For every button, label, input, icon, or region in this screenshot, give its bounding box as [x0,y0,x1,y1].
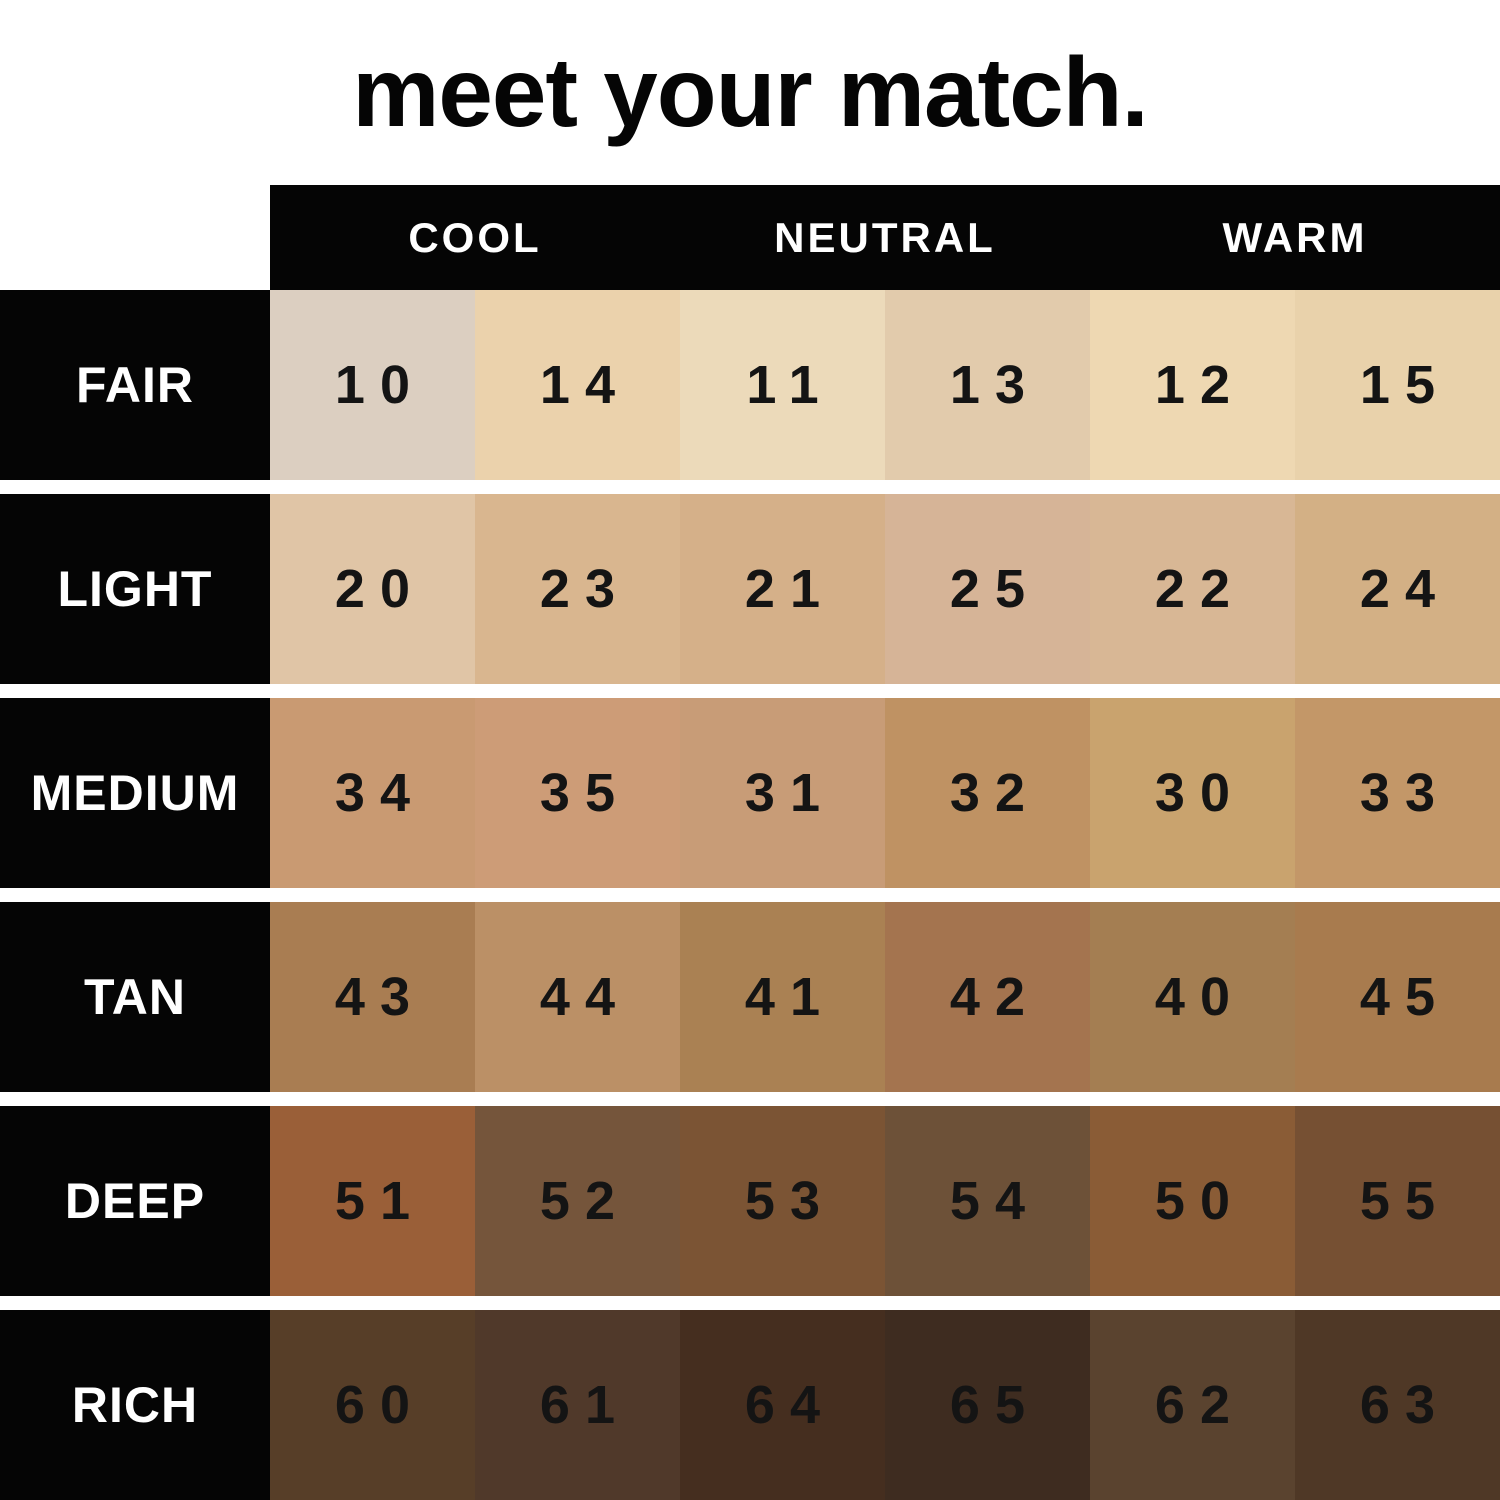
shade-swatch-54: 54 [885,1106,1090,1296]
shade-number: 52 [539,1171,631,1231]
row-label-medium: MEDIUM [0,698,270,888]
shade-row-deep: DEEP 51 52 53 54 50 55 [0,1106,1500,1296]
shade-number: 60 [334,1375,426,1435]
shade-number: 64 [744,1375,836,1435]
shade-number: 23 [539,559,631,619]
shade-swatch-44: 44 [475,902,680,1092]
page-title: meet your match. [352,37,1148,147]
shade-number: 33 [1359,763,1451,823]
shade-number: 10 [334,355,426,415]
shade-swatch-62: 62 [1090,1310,1295,1500]
shade-swatch-25: 25 [885,494,1090,684]
row-label-deep: DEEP [0,1106,270,1296]
shade-swatch-13: 13 [885,290,1090,480]
shade-number: 34 [334,763,426,823]
shade-row-rich: RICH 60 61 64 65 62 63 [0,1310,1500,1500]
shade-swatch-51: 51 [270,1106,475,1296]
shade-number: 31 [744,763,836,823]
shade-number: 14 [539,355,631,415]
shade-number: 50 [1154,1171,1246,1231]
shade-swatch-45: 45 [1295,902,1500,1092]
shade-number: 53 [744,1171,836,1231]
row-label-fair: FAIR [0,290,270,480]
shade-number: 41 [744,967,836,1027]
shade-number: 62 [1154,1375,1246,1435]
shade-swatch-24: 24 [1295,494,1500,684]
column-label-cool: COOL [270,185,680,290]
shade-swatch-43: 43 [270,902,475,1092]
shade-swatch-63: 63 [1295,1310,1500,1500]
shade-row-light: LIGHT 20 23 21 25 22 24 [0,494,1500,684]
shade-row-fair: FAIR 10 14 11 13 12 15 [0,290,1500,480]
shade-number: 22 [1154,559,1246,619]
shade-swatch-11: 11 [680,290,885,480]
shade-swatch-22: 22 [1090,494,1295,684]
shade-swatch-52: 52 [475,1106,680,1296]
shade-number: 30 [1154,763,1246,823]
shade-swatch-40: 40 [1090,902,1295,1092]
shade-number: 44 [539,967,631,1027]
column-header-bar: COOL NEUTRAL WARM [0,185,1500,290]
shade-number: 45 [1359,967,1451,1027]
shade-swatch-15: 15 [1295,290,1500,480]
shade-swatch-61: 61 [475,1310,680,1500]
shade-number: 20 [334,559,426,619]
row-label-light: LIGHT [0,494,270,684]
shade-swatch-33: 33 [1295,698,1500,888]
shade-number: 11 [746,355,834,415]
shade-number: 13 [949,355,1041,415]
shade-swatch-21: 21 [680,494,885,684]
shade-number: 32 [949,763,1041,823]
shade-number: 65 [949,1375,1041,1435]
shade-number: 12 [1154,355,1246,415]
shade-swatch-32: 32 [885,698,1090,888]
shade-swatch-50: 50 [1090,1106,1295,1296]
shade-number: 61 [539,1375,631,1435]
shade-row-medium: MEDIUM 34 35 31 32 30 33 [0,698,1500,888]
column-label-warm: WARM [1090,185,1500,290]
shade-swatch-23: 23 [475,494,680,684]
shade-number: 63 [1359,1375,1451,1435]
shade-number: 43 [334,967,426,1027]
shade-swatch-35: 35 [475,698,680,888]
shade-number: 40 [1154,967,1246,1027]
shade-number: 21 [744,559,836,619]
shade-swatch-34: 34 [270,698,475,888]
shade-swatch-10: 10 [270,290,475,480]
shade-swatch-64: 64 [680,1310,885,1500]
header-spacer [0,185,270,290]
shade-number: 42 [949,967,1041,1027]
row-label-rich: RICH [0,1310,270,1500]
shade-swatch-41: 41 [680,902,885,1092]
shade-swatch-65: 65 [885,1310,1090,1500]
shade-number: 55 [1359,1171,1451,1231]
shade-number: 24 [1359,559,1451,619]
row-label-tan: TAN [0,902,270,1092]
shade-grid: FAIR 10 14 11 13 12 15 LIGHT 20 23 21 25 22 24 MEDIUM 3… [0,290,1500,1500]
shade-swatch-53: 53 [680,1106,885,1296]
shade-swatch-20: 20 [270,494,475,684]
shade-number: 51 [334,1171,426,1231]
shade-number: 54 [949,1171,1041,1231]
column-label-neutral: NEUTRAL [680,185,1090,290]
shade-swatch-60: 60 [270,1310,475,1500]
shade-swatch-14: 14 [475,290,680,480]
shade-swatch-55: 55 [1295,1106,1500,1296]
shade-number: 25 [949,559,1041,619]
shade-swatch-12: 12 [1090,290,1295,480]
shade-number: 35 [539,763,631,823]
shade-swatch-30: 30 [1090,698,1295,888]
shade-number: 15 [1359,355,1451,415]
shade-swatch-31: 31 [680,698,885,888]
shade-swatch-42: 42 [885,902,1090,1092]
shade-row-tan: TAN 43 44 41 42 40 45 [0,902,1500,1092]
